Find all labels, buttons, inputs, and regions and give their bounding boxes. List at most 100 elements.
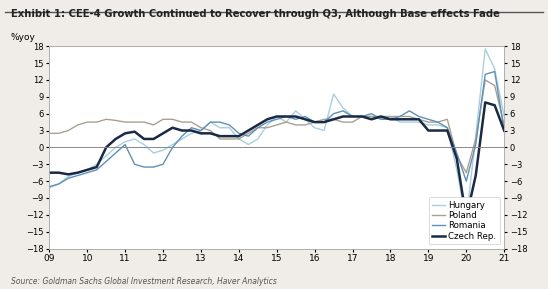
Poland	[482, 78, 488, 82]
Poland	[321, 118, 327, 121]
Hungary	[236, 137, 242, 141]
Czech Rep.	[463, 216, 470, 219]
Poland	[245, 131, 252, 135]
Romania	[112, 151, 119, 155]
Poland	[378, 115, 384, 118]
Poland	[454, 154, 460, 158]
Poland	[188, 121, 195, 124]
Hungary	[179, 137, 185, 141]
Hungary	[472, 134, 479, 138]
Czech Rep.	[132, 130, 138, 134]
Hungary	[368, 115, 375, 118]
Poland	[359, 115, 366, 118]
Romania	[302, 115, 309, 118]
Romania	[207, 121, 214, 124]
Romania	[216, 121, 223, 124]
Hungary	[207, 121, 214, 124]
Poland	[179, 121, 185, 124]
Poland	[302, 123, 309, 127]
Czech Rep.	[84, 168, 90, 172]
Romania	[368, 112, 375, 115]
Poland	[435, 121, 441, 124]
Romania	[454, 151, 460, 155]
Poland	[340, 121, 346, 124]
Romania	[330, 112, 337, 115]
Czech Rep.	[103, 146, 110, 149]
Czech Rep.	[454, 157, 460, 160]
Czech Rep.	[359, 115, 366, 118]
Hungary	[65, 175, 72, 178]
Romania	[93, 168, 100, 172]
Czech Rep.	[302, 118, 309, 121]
Czech Rep.	[321, 121, 327, 124]
Romania	[169, 146, 176, 149]
Czech Rep.	[216, 134, 223, 138]
Hungary	[302, 118, 309, 121]
Poland	[55, 131, 62, 135]
Romania	[75, 174, 81, 177]
Czech Rep.	[387, 118, 393, 121]
Czech Rep.	[159, 131, 166, 135]
Romania	[273, 118, 280, 121]
Romania	[264, 121, 271, 124]
Line: Hungary: Hungary	[49, 49, 504, 221]
Hungary	[84, 168, 90, 172]
Hungary	[349, 115, 356, 118]
Hungary	[55, 182, 62, 186]
Hungary	[273, 115, 280, 118]
Hungary	[378, 118, 384, 121]
Hungary	[406, 121, 413, 124]
Romania	[387, 118, 393, 121]
Romania	[159, 162, 166, 166]
Romania	[321, 121, 327, 124]
Czech Rep.	[283, 115, 289, 118]
Hungary	[132, 137, 138, 141]
Romania	[359, 115, 366, 118]
Czech Rep.	[415, 118, 422, 121]
Czech Rep.	[93, 165, 100, 169]
Romania	[198, 129, 204, 132]
Czech Rep.	[492, 103, 498, 107]
Hungary	[501, 115, 507, 118]
Hungary	[330, 92, 337, 96]
Hungary	[254, 137, 261, 141]
Hungary	[321, 129, 327, 132]
Czech Rep.	[397, 118, 403, 121]
Poland	[264, 126, 271, 129]
Czech Rep.	[273, 115, 280, 118]
Czech Rep.	[264, 118, 271, 121]
Hungary	[482, 47, 488, 51]
Poland	[75, 123, 81, 127]
Romania	[150, 165, 157, 169]
Hungary	[492, 67, 498, 71]
Hungary	[311, 126, 318, 129]
Czech Rep.	[425, 129, 432, 132]
Hungary	[435, 123, 441, 127]
Hungary	[387, 115, 393, 118]
Romania	[245, 134, 252, 138]
Hungary	[444, 126, 450, 129]
Poland	[368, 115, 375, 118]
Czech Rep.	[472, 174, 479, 177]
Romania	[463, 179, 470, 183]
Hungary	[293, 109, 299, 113]
Czech Rep.	[179, 129, 185, 132]
Romania	[378, 118, 384, 121]
Poland	[330, 118, 337, 121]
Czech Rep.	[406, 118, 413, 121]
Czech Rep.	[368, 118, 375, 121]
Hungary	[415, 121, 422, 124]
Czech Rep.	[254, 123, 261, 127]
Poland	[425, 121, 432, 124]
Czech Rep.	[378, 115, 384, 118]
Czech Rep.	[435, 129, 441, 132]
Poland	[112, 119, 119, 122]
Romania	[132, 162, 138, 166]
Legend: Hungary, Poland, Romania, Czech Rep.: Hungary, Poland, Romania, Czech Rep.	[429, 197, 500, 244]
Poland	[198, 126, 204, 129]
Czech Rep.	[169, 126, 176, 129]
Poland	[406, 115, 413, 118]
Hungary	[264, 123, 271, 127]
Hungary	[112, 146, 119, 149]
Czech Rep.	[150, 137, 157, 141]
